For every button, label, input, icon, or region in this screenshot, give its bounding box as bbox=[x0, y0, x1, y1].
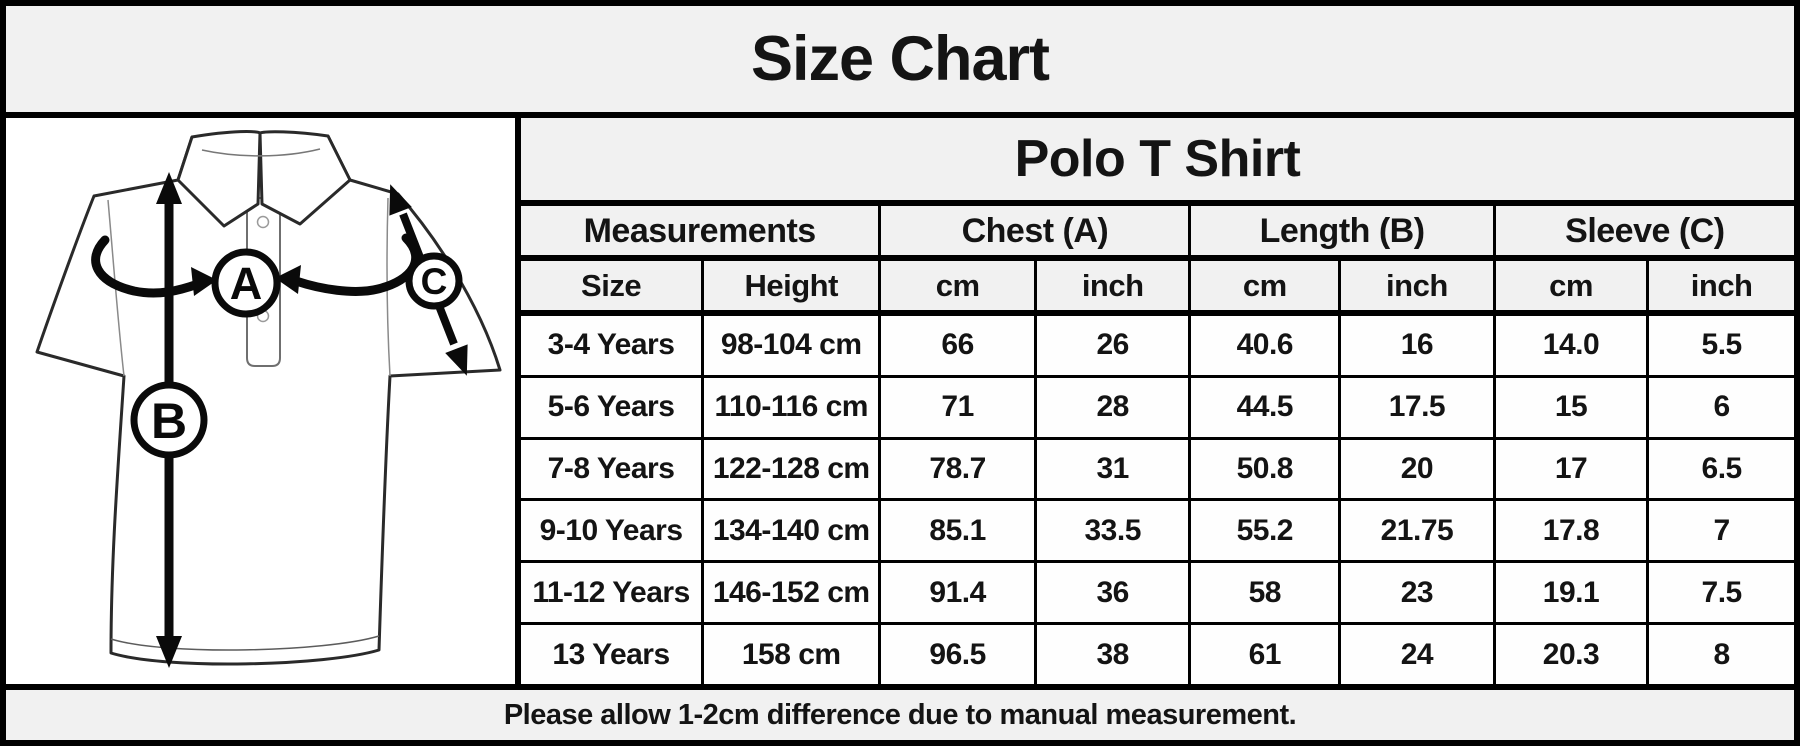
table-cell: 23 bbox=[1341, 563, 1493, 623]
row-size-label: 11-12 Years bbox=[521, 563, 702, 623]
column-header: inch bbox=[1036, 261, 1189, 313]
table-cell: 15 bbox=[1495, 377, 1647, 437]
marker-b-label: B bbox=[151, 393, 187, 449]
chest-arrow-left bbox=[91, 235, 203, 298]
left-sleeve-seam bbox=[107, 199, 125, 377]
table-cell: 71 bbox=[881, 377, 1034, 437]
table-cell: 40.6 bbox=[1191, 316, 1339, 375]
table-cell: 38 bbox=[1036, 625, 1189, 684]
arrowhead-up-icon bbox=[156, 172, 182, 204]
table-cell: 17.8 bbox=[1495, 501, 1647, 561]
title-bar: Size Chart bbox=[6, 6, 1794, 118]
main-area: A B C Polo T Shirt Measurements Chest (A)… bbox=[6, 118, 1794, 684]
arrowhead-up-icon bbox=[389, 184, 412, 216]
table-cell: 58 bbox=[1191, 563, 1339, 623]
table-cell: 85.1 bbox=[881, 501, 1034, 561]
column-header: cm bbox=[881, 261, 1034, 313]
row-size-label: 5-6 Years bbox=[521, 377, 702, 437]
arrowhead-right-icon bbox=[191, 267, 217, 296]
table-cell: 134-140 cm bbox=[704, 501, 879, 561]
table-cell: 158 cm bbox=[704, 625, 879, 684]
row-size-label: 3-4 Years bbox=[521, 316, 702, 375]
table-cell: 21.75 bbox=[1341, 501, 1493, 561]
measurement-note: Please allow 1-2cm difference due to man… bbox=[503, 698, 1297, 731]
column-group-header: Sleeve (C) bbox=[1495, 206, 1794, 258]
table-cell: 19.1 bbox=[1495, 563, 1647, 623]
arrowhead-down-icon bbox=[445, 344, 468, 376]
table-cell: 33.5 bbox=[1036, 501, 1189, 561]
column-group-header: Length (B) bbox=[1191, 206, 1493, 258]
column-header: Height bbox=[704, 261, 879, 313]
marker-a-label: A bbox=[230, 258, 263, 309]
table-cell: 8 bbox=[1649, 625, 1794, 684]
table-cell: 24 bbox=[1341, 625, 1493, 684]
table-cell: 66 bbox=[881, 316, 1034, 375]
page-title: Size Chart bbox=[750, 24, 1050, 94]
table-cell: 17 bbox=[1495, 439, 1647, 499]
column-group-header: Chest (A) bbox=[881, 206, 1189, 258]
table-cell: 44.5 bbox=[1191, 377, 1339, 437]
table-product-header: Polo T Shirt bbox=[521, 118, 1794, 203]
row-size-label: 7-8 Years bbox=[521, 439, 702, 499]
arrowhead-left-icon bbox=[275, 265, 301, 294]
marker-b-circle bbox=[130, 381, 208, 459]
table-cell: 17.5 bbox=[1341, 377, 1493, 437]
table-cell: 55.2 bbox=[1191, 501, 1339, 561]
marker-a-circle bbox=[211, 248, 281, 318]
table-cell: 50.8 bbox=[1191, 439, 1339, 499]
table-cell: 20 bbox=[1341, 439, 1493, 499]
table-cell: 6 bbox=[1649, 377, 1794, 437]
shirt-diagram-panel: A B C bbox=[6, 118, 521, 684]
table-cell: 31 bbox=[1036, 439, 1189, 499]
hem-stitch bbox=[110, 635, 380, 651]
table-cell: 28 bbox=[1036, 377, 1189, 437]
table-cell: 98-104 cm bbox=[704, 316, 879, 375]
column-group-header: Measurements bbox=[521, 206, 879, 258]
row-size-label: 13 Years bbox=[521, 625, 702, 684]
column-header: Size bbox=[521, 261, 702, 313]
column-header: inch bbox=[1341, 261, 1493, 313]
table-cell: 5.5 bbox=[1649, 316, 1794, 375]
marker-c-circle bbox=[405, 252, 463, 310]
row-size-label: 9-10 Years bbox=[521, 501, 702, 561]
marker-c-label: C bbox=[421, 261, 448, 302]
table-cell: 122-128 cm bbox=[704, 439, 879, 499]
table-cell: 26 bbox=[1036, 316, 1189, 375]
collar-band-line bbox=[201, 148, 321, 157]
column-header: cm bbox=[1495, 261, 1647, 313]
note-bar: Please allow 1-2cm difference due to man… bbox=[6, 684, 1794, 740]
table-cell: 14.0 bbox=[1495, 316, 1647, 375]
table-cell: 7 bbox=[1649, 501, 1794, 561]
table-cell: 6.5 bbox=[1649, 439, 1794, 499]
table-cell: 96.5 bbox=[881, 625, 1034, 684]
button-icon bbox=[256, 215, 270, 229]
arrowhead-down-icon bbox=[156, 636, 182, 668]
table-cell: 61 bbox=[1191, 625, 1339, 684]
column-header: cm bbox=[1191, 261, 1339, 313]
size-table: Polo T Shirt Measurements Chest (A) Length… bbox=[521, 118, 1794, 684]
polo-shirt-diagram: A B C bbox=[35, 130, 502, 668]
table-cell: 146-152 cm bbox=[704, 563, 879, 623]
table-cell: 16 bbox=[1341, 316, 1493, 375]
table-cell: 20.3 bbox=[1495, 625, 1647, 684]
table-cell: 91.4 bbox=[881, 563, 1034, 623]
table-cell: 7.5 bbox=[1649, 563, 1794, 623]
table-cell: 110-116 cm bbox=[704, 377, 879, 437]
column-header: inch bbox=[1649, 261, 1794, 313]
right-sleeve-seam bbox=[386, 197, 391, 377]
table-cell: 36 bbox=[1036, 563, 1189, 623]
table-cell: 78.7 bbox=[881, 439, 1034, 499]
